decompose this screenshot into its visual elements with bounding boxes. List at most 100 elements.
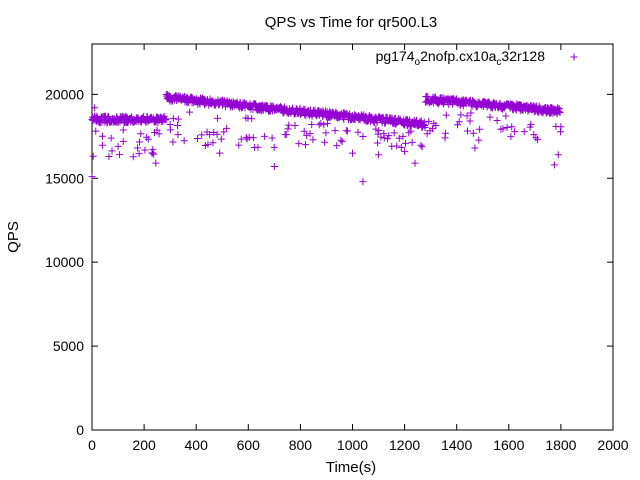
data-point bbox=[556, 109, 564, 117]
data-point bbox=[206, 131, 214, 139]
data-point bbox=[89, 152, 97, 160]
data-point bbox=[137, 130, 145, 138]
data-point bbox=[194, 134, 202, 142]
data-point bbox=[249, 134, 257, 142]
data-point bbox=[375, 127, 383, 135]
data-point bbox=[309, 136, 317, 144]
data-point bbox=[216, 149, 224, 157]
data-point bbox=[317, 119, 325, 127]
data-point bbox=[223, 124, 231, 132]
data-point bbox=[502, 112, 510, 120]
data-point bbox=[169, 114, 177, 122]
data-point bbox=[204, 140, 212, 148]
data-point bbox=[372, 125, 380, 133]
data-point bbox=[155, 130, 163, 138]
data-point bbox=[180, 137, 188, 145]
legend-label-part: 2nofp.cx10a bbox=[420, 48, 496, 64]
data-point bbox=[333, 142, 341, 150]
data-point bbox=[88, 173, 96, 181]
data-point bbox=[469, 129, 477, 137]
data-point bbox=[534, 136, 542, 144]
data-point bbox=[377, 133, 385, 141]
data-point bbox=[91, 104, 99, 112]
data-point bbox=[291, 121, 299, 129]
data-point bbox=[417, 141, 425, 149]
data-point bbox=[186, 108, 194, 116]
legend-marker-icon bbox=[570, 53, 578, 61]
data-point bbox=[331, 127, 339, 135]
data-point bbox=[338, 138, 346, 146]
data-point bbox=[471, 144, 479, 152]
data-point bbox=[153, 126, 161, 134]
data-point bbox=[401, 147, 409, 155]
x-tick-label: 1400 bbox=[441, 437, 472, 453]
data-point bbox=[300, 127, 308, 135]
data-point bbox=[248, 115, 256, 123]
data-point bbox=[464, 127, 472, 135]
x-tick-label: 800 bbox=[289, 437, 313, 453]
data-point bbox=[554, 151, 562, 159]
data-point bbox=[520, 128, 528, 136]
data-point bbox=[173, 122, 181, 130]
data-point bbox=[380, 134, 388, 142]
y-axis: 0 5000 10000 15000 20000 bbox=[45, 86, 613, 438]
x-tick-label: 1000 bbox=[337, 437, 368, 453]
x-tick-label: 1800 bbox=[545, 437, 576, 453]
data-point bbox=[407, 127, 415, 135]
data-point bbox=[308, 121, 316, 129]
x-axis: 0 200 400 600 800 1000 1200 1400 1600 1800 2000 bbox=[88, 44, 629, 453]
data-point bbox=[134, 144, 142, 152]
data-point bbox=[476, 125, 484, 133]
data-point bbox=[213, 130, 221, 138]
data-point bbox=[98, 132, 106, 140]
data-point bbox=[390, 129, 398, 137]
data-point bbox=[359, 133, 367, 141]
data-point bbox=[393, 142, 401, 150]
data-point bbox=[119, 126, 127, 134]
data-point bbox=[395, 134, 403, 142]
data-point bbox=[306, 130, 314, 138]
data-point bbox=[439, 94, 447, 102]
data-point bbox=[421, 124, 429, 132]
data-point bbox=[237, 135, 245, 143]
legend-label-part: pg174 bbox=[376, 48, 415, 64]
data-point bbox=[301, 141, 309, 149]
data-point bbox=[107, 134, 115, 142]
data-point bbox=[442, 111, 450, 119]
data-point bbox=[108, 147, 116, 155]
data-point bbox=[209, 139, 217, 147]
data-point bbox=[475, 136, 483, 144]
x-axis-title: Time(s) bbox=[326, 459, 376, 476]
data-point bbox=[149, 145, 157, 153]
data-point bbox=[92, 127, 100, 135]
data-point bbox=[493, 117, 501, 125]
data-point bbox=[463, 112, 471, 120]
data-point bbox=[432, 122, 440, 130]
data-point bbox=[441, 129, 449, 137]
data-point bbox=[284, 125, 292, 133]
data-points bbox=[88, 90, 565, 186]
y-tick-label: 0 bbox=[76, 422, 84, 438]
data-point bbox=[152, 159, 160, 167]
data-point bbox=[423, 130, 431, 138]
legend-label-subscript: o bbox=[415, 57, 421, 68]
data-point bbox=[507, 133, 515, 141]
data-point bbox=[150, 150, 158, 158]
data-point bbox=[344, 127, 352, 135]
data-point bbox=[429, 125, 437, 133]
data-point bbox=[337, 136, 345, 144]
data-point bbox=[411, 159, 419, 167]
data-point bbox=[385, 132, 393, 140]
data-point bbox=[466, 117, 474, 125]
data-point bbox=[455, 118, 463, 126]
data-point bbox=[418, 143, 426, 151]
data-point bbox=[119, 137, 127, 145]
x-tick-label: 1200 bbox=[389, 437, 420, 453]
y-tick-label: 15000 bbox=[45, 170, 84, 186]
data-point bbox=[557, 123, 565, 131]
data-point bbox=[550, 161, 558, 169]
data-point bbox=[116, 151, 124, 159]
data-point bbox=[261, 132, 269, 140]
y-tick-label: 20000 bbox=[45, 86, 84, 102]
